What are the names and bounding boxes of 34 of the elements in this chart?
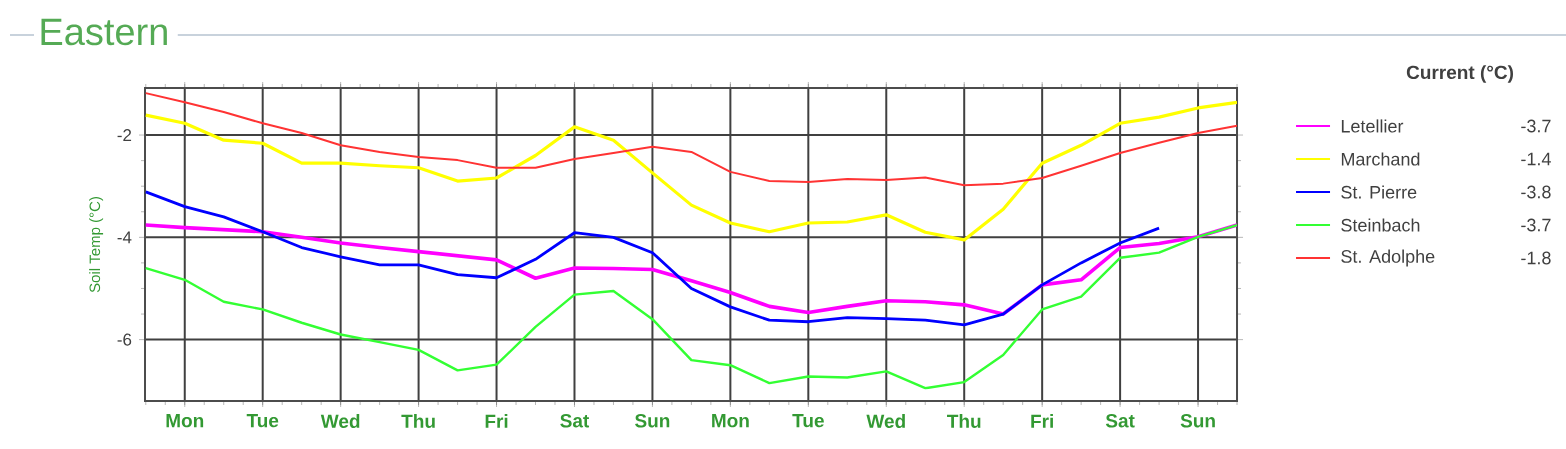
x-tick-label: Sun — [635, 414, 670, 428]
line-series — [145, 223, 1238, 390]
x-tick-label: Fri — [485, 414, 508, 428]
legend-title: Current (°C) — [1406, 65, 1514, 83]
x-tick-label: Sun — [1180, 414, 1215, 428]
y-axis-title: Soil Temp (°C) — [89, 197, 104, 293]
y-tick-label: -6 — [117, 333, 132, 346]
chart-title: Eastern — [41, 18, 167, 46]
legend-label: St. Adolphe — [1341, 249, 1435, 267]
line-series — [145, 100, 1238, 242]
line-series — [145, 190, 1161, 327]
x-tick-label: Tue — [246, 414, 279, 428]
line-series — [145, 92, 1238, 187]
x-tick-label: Thu — [947, 414, 981, 429]
x-tick-label: Mon — [712, 414, 749, 428]
x-tick-label: Wed — [320, 414, 360, 429]
x-tick-label: Mon — [166, 414, 204, 428]
text: -1.8 — [1521, 251, 1551, 265]
legend-label: Letellier — [1341, 119, 1404, 133]
x-tick-label: Thu — [401, 414, 435, 429]
x-tick-label: Fri — [1031, 414, 1053, 428]
text: -1.4 — [1521, 152, 1551, 166]
legend-label: Marchand — [1341, 152, 1420, 166]
text: -3.8 — [1521, 185, 1551, 199]
legend-label: St. Pierre — [1341, 185, 1417, 199]
legend-label: Steinbach — [1341, 218, 1420, 232]
text: -3.7 — [1521, 119, 1551, 133]
x-tick-label: Tue — [792, 414, 824, 428]
x-tick-label: Wed — [866, 414, 905, 429]
text: -3.7 — [1521, 218, 1551, 232]
y-tick-label: -4 — [117, 231, 132, 244]
y-tick-label: -2 — [117, 129, 132, 141]
x-tick-label: Sat — [1105, 414, 1135, 428]
x-tick-label: Sat — [560, 414, 590, 428]
